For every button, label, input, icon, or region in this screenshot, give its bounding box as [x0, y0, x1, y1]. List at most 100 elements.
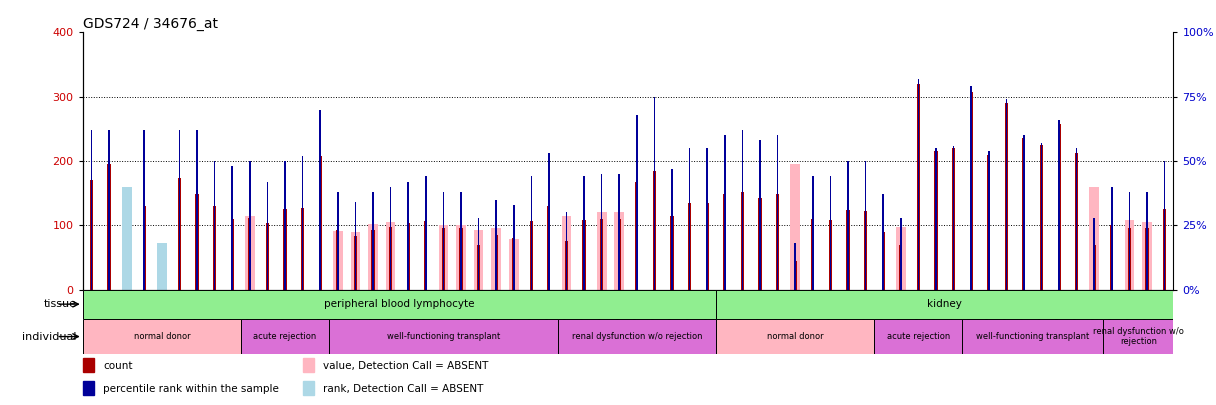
- Bar: [811, 219, 815, 290]
- Bar: [178, 178, 181, 290]
- Bar: [385, 222, 395, 290]
- Bar: [302, 208, 304, 290]
- Text: value, Detection Call = ABSENT: value, Detection Call = ABSENT: [323, 361, 489, 371]
- Bar: [424, 177, 427, 290]
- Bar: [584, 177, 585, 290]
- Bar: [491, 228, 501, 290]
- Bar: [724, 194, 726, 290]
- Bar: [565, 241, 568, 290]
- Bar: [1110, 225, 1114, 290]
- Bar: [213, 206, 216, 290]
- Bar: [1162, 209, 1166, 290]
- Bar: [865, 161, 866, 290]
- Bar: [883, 194, 884, 290]
- Bar: [619, 174, 620, 290]
- Bar: [108, 130, 109, 290]
- Bar: [1128, 192, 1130, 290]
- Bar: [952, 148, 955, 290]
- Bar: [83, 381, 94, 395]
- Bar: [1006, 99, 1007, 290]
- Bar: [688, 203, 691, 290]
- Bar: [214, 161, 215, 290]
- Bar: [582, 220, 586, 290]
- Bar: [337, 192, 338, 290]
- Bar: [548, 153, 550, 290]
- Bar: [83, 358, 94, 372]
- Bar: [565, 212, 568, 290]
- Bar: [285, 161, 286, 290]
- Bar: [495, 200, 497, 290]
- Text: acute rejection: acute rejection: [253, 332, 316, 341]
- Bar: [390, 187, 392, 290]
- Bar: [157, 243, 167, 290]
- Bar: [406, 223, 410, 290]
- Bar: [336, 230, 339, 290]
- Bar: [896, 226, 906, 290]
- Text: individual: individual: [22, 332, 77, 341]
- Bar: [474, 230, 484, 290]
- Bar: [558, 319, 716, 354]
- Text: well-functioning transplant: well-functioning transplant: [387, 332, 500, 341]
- Bar: [424, 221, 427, 290]
- Bar: [987, 155, 990, 290]
- Bar: [1145, 228, 1149, 290]
- Text: GDS724 / 34676_at: GDS724 / 34676_at: [83, 17, 218, 31]
- Bar: [122, 187, 131, 290]
- Bar: [249, 161, 250, 290]
- Text: peripheral blood lymphocyte: peripheral blood lymphocyte: [325, 299, 474, 309]
- Bar: [1093, 217, 1096, 290]
- Bar: [1147, 192, 1148, 290]
- Bar: [777, 135, 778, 290]
- Bar: [1164, 161, 1165, 290]
- Bar: [635, 181, 638, 290]
- Bar: [196, 130, 198, 290]
- Bar: [865, 211, 867, 290]
- Bar: [231, 219, 233, 290]
- Bar: [706, 148, 708, 290]
- Bar: [741, 192, 744, 290]
- Bar: [302, 156, 303, 290]
- Bar: [794, 243, 796, 290]
- Text: renal dysfunction w/o
rejection: renal dysfunction w/o rejection: [1093, 327, 1183, 346]
- Bar: [969, 92, 973, 290]
- Bar: [618, 219, 621, 290]
- Bar: [244, 215, 254, 290]
- Bar: [90, 180, 94, 290]
- Bar: [371, 230, 375, 290]
- Text: kidney: kidney: [928, 299, 962, 309]
- Bar: [794, 261, 796, 290]
- Bar: [1093, 245, 1096, 290]
- Bar: [1040, 145, 1043, 290]
- Bar: [266, 223, 269, 290]
- Bar: [303, 381, 314, 395]
- Bar: [513, 205, 514, 290]
- Bar: [460, 228, 462, 290]
- Bar: [688, 148, 691, 290]
- Bar: [266, 181, 269, 290]
- Bar: [1111, 187, 1113, 290]
- Bar: [231, 166, 233, 290]
- Bar: [441, 228, 445, 290]
- Bar: [330, 319, 558, 354]
- Bar: [776, 194, 779, 290]
- Text: tissue: tissue: [44, 299, 77, 309]
- Bar: [1058, 120, 1060, 290]
- Bar: [91, 130, 92, 290]
- Text: normal donor: normal donor: [134, 332, 190, 341]
- Bar: [303, 358, 314, 372]
- Bar: [917, 84, 921, 290]
- Bar: [987, 151, 990, 290]
- Bar: [333, 231, 343, 290]
- Bar: [547, 206, 551, 290]
- Bar: [829, 177, 832, 290]
- Bar: [1076, 148, 1077, 290]
- Bar: [157, 243, 167, 290]
- Bar: [812, 177, 814, 290]
- Bar: [953, 145, 955, 290]
- Bar: [874, 319, 962, 354]
- Bar: [724, 135, 726, 290]
- Bar: [935, 148, 936, 290]
- Bar: [882, 232, 885, 290]
- Bar: [530, 177, 533, 290]
- Bar: [248, 217, 252, 290]
